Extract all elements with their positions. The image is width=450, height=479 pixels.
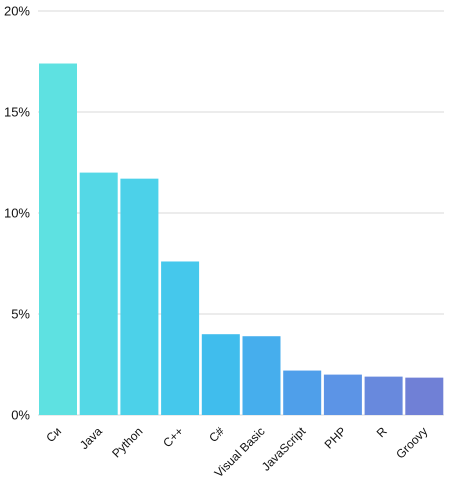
bars	[39, 63, 444, 416]
bar-3	[161, 261, 200, 415]
x-category-label: Groovy	[393, 424, 430, 461]
x-category-label: R	[374, 424, 390, 440]
bar-7	[323, 374, 362, 415]
y-tick-label: 10%	[4, 206, 30, 221]
x-category-label: C#	[206, 424, 227, 445]
bar-9	[405, 377, 444, 415]
bar-4	[201, 334, 240, 415]
bar-1	[79, 172, 118, 415]
x-category-label: JavaScript	[259, 424, 309, 474]
x-category-label: Python	[109, 424, 145, 460]
bar-8	[364, 376, 403, 415]
y-tick-label: 15%	[4, 105, 30, 120]
bar-6	[283, 370, 322, 415]
x-category-label: PHP	[322, 424, 349, 451]
x-category-label: Java	[77, 424, 105, 452]
bar-0	[39, 63, 77, 416]
y-tick-label: 20%	[4, 4, 30, 19]
bar-5	[242, 336, 281, 415]
x-category-label: C++	[160, 424, 186, 450]
x-category-label: Си	[43, 424, 64, 445]
y-tick-label: 5%	[11, 307, 30, 322]
y-tick-label: 0%	[11, 408, 30, 423]
bar-2	[120, 178, 159, 415]
y-axis-tick-labels: 0% 5% 10% 15% 20%	[4, 4, 30, 423]
